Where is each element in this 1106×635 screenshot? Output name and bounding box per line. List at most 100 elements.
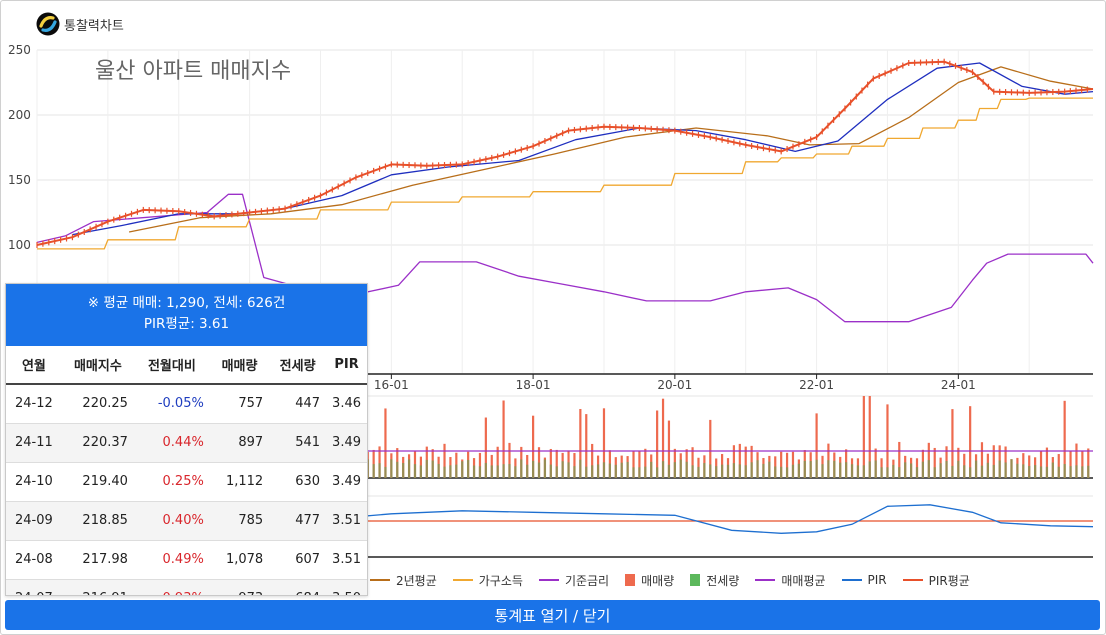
- jeonse-bar: [904, 462, 907, 478]
- table-row[interactable]: 24-09 218.85 0.40% 785 477 3.51: [6, 501, 367, 541]
- jeonse-bar: [827, 460, 830, 478]
- legend-item[interactable]: 매매평균: [755, 572, 826, 589]
- jeonse-bar: [561, 461, 564, 478]
- jeonse-bar: [661, 461, 665, 478]
- table-row[interactable]: 24-10 219.40 0.25% 1,112 630 3.49: [6, 462, 367, 502]
- jeonse-bar: [1069, 466, 1072, 478]
- jeonse-bar: [644, 466, 647, 478]
- toggle-stats-button[interactable]: 통계표 열기 / 닫기: [5, 600, 1100, 630]
- series-line-기준금리: [36, 193, 1094, 323]
- cell-change: 0.93%: [133, 579, 210, 595]
- sales-bar: [573, 453, 576, 478]
- sales-bar: [644, 448, 647, 478]
- sales-bar: [496, 446, 499, 478]
- sales-bar: [898, 441, 901, 478]
- jeonse-bar: [927, 460, 930, 478]
- table-row[interactable]: 24-08 217.98 0.49% 1,078 607 3.51: [6, 540, 367, 580]
- jeonse-bar: [567, 462, 570, 478]
- sales-bar: [1004, 446, 1007, 478]
- jeonse-bar: [1075, 465, 1078, 478]
- x-tick-label: 18-01: [516, 378, 551, 392]
- jeonse-bar: [1087, 465, 1090, 478]
- col-month: 연월: [6, 346, 62, 385]
- x-tick-label: 22-01: [799, 378, 834, 392]
- cell-sales: 973: [209, 579, 270, 595]
- jeonse-bar: [1063, 464, 1066, 478]
- jeonse-bar: [691, 465, 694, 478]
- legend-item[interactable]: 가구소득: [452, 572, 523, 589]
- jeonse-bar: [431, 460, 434, 478]
- jeonse-bar: [880, 467, 883, 478]
- sales-bar: [1069, 450, 1072, 478]
- jeonse-bar: [626, 461, 629, 478]
- table-row[interactable]: 24-12 220.25 -0.05% 757 447 3.46: [6, 384, 367, 424]
- sales-bar: [980, 442, 984, 478]
- table-row[interactable]: 24-07216.910.93%9736843.50: [6, 579, 367, 595]
- jeonse-bar: [608, 463, 611, 478]
- legend-swatch: [755, 579, 776, 581]
- jeonse-bar: [1057, 466, 1060, 478]
- jeonse-bar: [791, 464, 795, 478]
- cell-jeonse: 684: [269, 579, 327, 595]
- jeonse-bar: [537, 462, 541, 478]
- jeonse-bar: [650, 461, 653, 478]
- sales-bar: [992, 445, 995, 478]
- legend-label: PIR평균: [928, 573, 970, 588]
- legend-swatch: [370, 579, 390, 581]
- sales-bar: [585, 414, 588, 478]
- jeonse-bar: [892, 464, 895, 478]
- jeonse-bar: [467, 459, 470, 478]
- cell-change: 0.49%: [133, 540, 210, 580]
- sales-bar: [656, 410, 659, 478]
- sales-bar: [1081, 451, 1084, 478]
- cell-month: 24-09: [6, 501, 62, 541]
- cell-index: 216.91: [61, 579, 134, 595]
- table-row[interactable]: 24-11 220.37 0.44% 897 541 3.49: [6, 423, 367, 463]
- col-index: 매매지수: [61, 346, 134, 385]
- legend-item[interactable]: 매매량: [625, 572, 674, 589]
- sales-bar: [555, 449, 558, 478]
- x-tick-label: 20-01: [657, 378, 692, 392]
- jeonse-bar: [656, 467, 659, 478]
- jeonse-bar: [591, 465, 594, 478]
- legend-item[interactable]: 전세량: [690, 572, 739, 589]
- cell-index: 218.85: [61, 501, 134, 541]
- cell-pir: 3.51: [326, 540, 367, 580]
- sales-bar: [378, 446, 381, 478]
- jeonse-bar: [419, 465, 422, 478]
- jeonse-bar: [396, 461, 399, 478]
- y-tick-label: 100: [8, 238, 31, 252]
- jeonse-bar: [543, 459, 547, 478]
- jeonse-bar: [449, 465, 452, 478]
- sales-bar: [951, 409, 954, 478]
- jeonse-bar: [726, 464, 730, 478]
- cell-sales: 1,112: [209, 462, 270, 502]
- jeonse-bar: [1028, 465, 1031, 478]
- legend-item[interactable]: PIR평균: [902, 572, 970, 589]
- jeonse-bar: [715, 466, 718, 478]
- sales-bar: [602, 408, 606, 478]
- jeonse-bar: [980, 465, 984, 478]
- cell-jeonse: 541: [269, 423, 327, 463]
- sales-bar: [862, 396, 865, 478]
- stats-panel[interactable]: ※ 평균 매매: 1,290, 전세: 626건 PIR평균: 3.61 연월 …: [5, 283, 368, 596]
- brand-name: 통찰력차트: [64, 18, 124, 34]
- brand-logo[interactable]: 통찰력차트: [36, 12, 124, 36]
- sales-bar: [815, 413, 818, 478]
- legend-item[interactable]: PIR: [841, 573, 887, 587]
- jeonse-bar: [744, 465, 747, 478]
- sales-bar: [1039, 451, 1043, 478]
- jeonse-bar: [797, 463, 800, 478]
- jeonse-bar: [496, 465, 499, 478]
- jeonse-bar: [898, 467, 901, 478]
- jeonse-bar: [803, 460, 806, 478]
- jeonse-bar: [721, 464, 724, 478]
- jeonse-bar: [1022, 464, 1025, 478]
- y-tick-label: 200: [8, 108, 31, 122]
- legend-item[interactable]: 기준금리: [538, 572, 609, 589]
- legend-item[interactable]: 2년평균: [370, 572, 437, 589]
- cell-change: -0.05%: [133, 384, 210, 424]
- col-sales: 매매량: [209, 346, 270, 385]
- cell-index: 219.40: [61, 462, 134, 502]
- jeonse-bar: [969, 467, 972, 478]
